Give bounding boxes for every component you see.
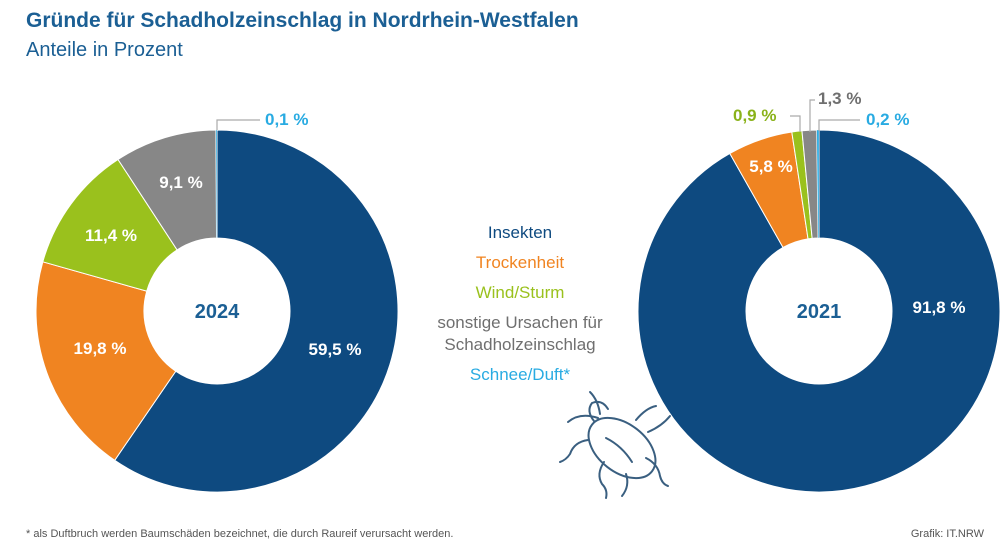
chart-title: Gründe für Schadholzeinschlag in Nordrhe… — [26, 9, 579, 32]
leader-line-2024-schnee-duft — [216, 119, 260, 130]
data-label-2021-schnee-duft: 0,2 % — [866, 110, 909, 129]
leader-line-2021-sonstige-ursachen-f-r-schadholzeinschlag — [809, 99, 815, 132]
data-label-2024-schnee-duft: 0,1 % — [265, 110, 308, 129]
data-label-2024-trockenheit: 19,8 % — [74, 339, 127, 358]
footnote: * als Duftbruch werden Baumschäden bezei… — [26, 528, 454, 540]
data-label-2021-trockenheit: 5,8 % — [749, 157, 792, 176]
beetle-icon — [559, 391, 671, 499]
data-label-2024-wind-sturm: 11,4 % — [85, 226, 137, 245]
donut-hole-2021 — [746, 238, 892, 384]
center-label-2021: 2021 — [797, 301, 842, 323]
legend-item-schnee-duft: Schnee/Duft* — [469, 365, 571, 384]
leader-line-2021-schnee-duft — [818, 119, 860, 131]
chart-subtitle: Anteile in Prozent — [26, 39, 183, 61]
legend-item-wind-sturm: Wind/Sturm — [475, 283, 565, 302]
data-label-2024-sonstige-ursachen-f-r-schadholzeinschlag: 9,1 % — [159, 173, 202, 192]
legend-item-insekten: Insekten — [487, 223, 553, 242]
data-label-2021-wind-sturm: 0,9 % — [733, 106, 776, 125]
legend: Insekten Trockenheit Wind/Sturm sonstige… — [395, 218, 645, 390]
leader-line-2021-wind-sturm — [790, 115, 801, 132]
center-label-2024: 2024 — [195, 301, 240, 323]
data-label-2021-insekten: 91,8 % — [913, 298, 966, 317]
data-label-2024-insekten: 59,5 % — [309, 340, 362, 359]
data-label-2021-sonstige-ursachen-f-r-schadholzeinschlag: 1,3 % — [818, 89, 861, 108]
donut-hole-2024 — [144, 238, 290, 384]
legend-item-sonstige: sonstige Ursachen für Schadholzeinschlag — [437, 313, 603, 354]
source-credit: Grafik: IT.NRW — [910, 528, 984, 540]
legend-item-trockenheit: Trockenheit — [475, 253, 565, 272]
